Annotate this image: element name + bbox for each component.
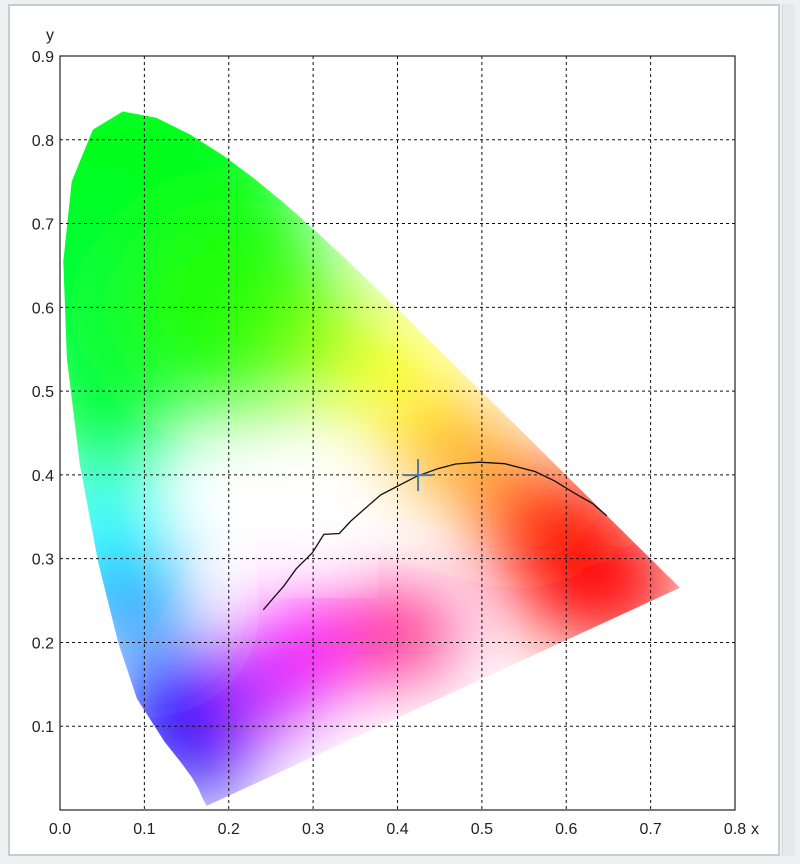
x-tick-label: 0.7: [640, 821, 662, 838]
y-tick-label: 0.5: [32, 384, 54, 401]
y-tick-label: 0.3: [32, 552, 54, 569]
gamut-color-fill: [63, 111, 680, 806]
x-tick-label: 0.1: [133, 821, 155, 838]
plot-border: [59, 55, 736, 811]
x-axis-tick-labels: 0.0 0.1 0.2 0.3 0.4 0.5 0.6 0.7 0.8: [49, 821, 746, 838]
plot-area-border: [59, 55, 736, 811]
y-tick-label: 0.8: [32, 133, 54, 150]
x-axis-label: x: [751, 821, 759, 838]
locus-curves: [262, 461, 608, 611]
grid-lines: [60, 56, 735, 810]
x-tick-label: 0.3: [302, 821, 324, 838]
y-tick-label: 0.6: [32, 300, 54, 317]
y-axis-label: y: [46, 27, 54, 44]
y-tick-label: 0.2: [32, 635, 54, 652]
y-tick-label: 0.7: [32, 217, 54, 234]
planckian-locus-line: [262, 461, 608, 611]
x-tick-label: 0.8: [724, 821, 746, 838]
window-edge: [782, 4, 795, 856]
x-tick-label: 0.4: [386, 821, 408, 838]
x-tick-label: 0.6: [555, 821, 577, 838]
gamut-fill: [63, 111, 680, 806]
x-tick-label: 0.2: [218, 821, 240, 838]
y-tick-label: 0.9: [32, 49, 54, 66]
x-tick-label: 0.5: [471, 821, 493, 838]
y-axis-tick-labels: 0.1 0.2 0.3 0.4 0.5 0.6 0.7 0.8 0.9: [32, 49, 54, 736]
x-tick-label: 0.0: [49, 821, 71, 838]
white-point-marker: [404, 459, 433, 492]
y-tick-label: 0.4: [32, 468, 54, 485]
y-tick-label: 0.1: [32, 719, 54, 736]
